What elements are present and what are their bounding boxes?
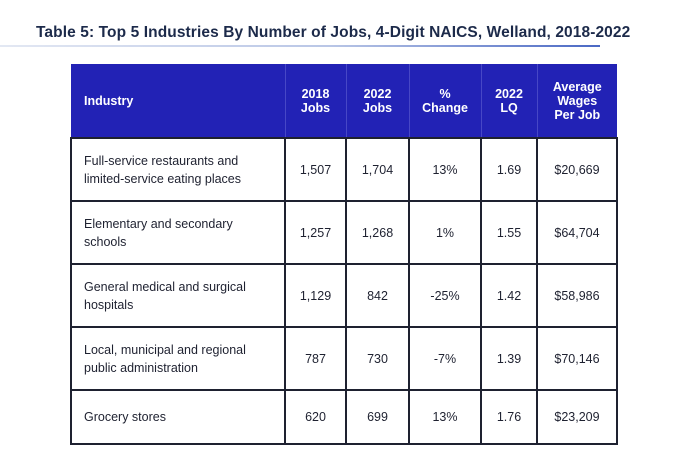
column-header-industry: Industry [71, 64, 285, 138]
avg-wages-cell: $70,146 [536, 326, 618, 391]
industry-cell: Elementary and secondary schools [70, 200, 286, 265]
avg-wages-cell: $64,704 [536, 200, 618, 265]
industry-cell: Grocery stores [70, 389, 286, 445]
pct-change-cell: 13% [408, 137, 482, 202]
lq-2022-cell: 1.69 [480, 137, 538, 202]
jobs-2018-cell: 620 [284, 389, 347, 445]
jobs-2018-cell: 1,507 [284, 137, 347, 202]
table-row: Elementary and secondary schools 1,257 1… [70, 200, 618, 265]
table-header-row: Industry 2018 Jobs 2022 Jobs % Change 20… [71, 64, 617, 138]
pct-change-cell: -25% [408, 263, 482, 328]
jobs-2022-cell: 699 [345, 389, 410, 445]
jobs-2018-cell: 1,257 [284, 200, 347, 265]
avg-wages-cell: $20,669 [536, 137, 618, 202]
pct-change-cell: 13% [408, 389, 482, 445]
jobs-2022-cell: 730 [345, 326, 410, 391]
column-header-average-wages: Average Wages Per Job [536, 64, 617, 138]
jobs-2022-cell: 1,704 [345, 137, 410, 202]
table-row: Full-service restaurants and limited-ser… [70, 137, 618, 202]
industry-cell: Local, municipal and regional public adm… [70, 326, 286, 391]
industries-table: Industry 2018 Jobs 2022 Jobs % Change 20… [70, 64, 618, 445]
column-header-2022-jobs: 2022 Jobs [345, 64, 409, 138]
avg-wages-cell: $58,986 [536, 263, 618, 328]
avg-wages-cell: $23,209 [536, 389, 618, 445]
pct-change-cell: -7% [408, 326, 482, 391]
title-underline-divider [0, 45, 600, 47]
jobs-2018-cell: 787 [284, 326, 347, 391]
lq-2022-cell: 1.76 [480, 389, 538, 445]
jobs-2022-cell: 842 [345, 263, 410, 328]
column-header-2018-jobs: 2018 Jobs [284, 64, 346, 138]
table-title: Table 5: Top 5 Industries By Number of J… [36, 24, 631, 41]
jobs-2018-cell: 1,129 [284, 263, 347, 328]
pct-change-cell: 1% [408, 200, 482, 265]
lq-2022-cell: 1.39 [480, 326, 538, 391]
lq-2022-cell: 1.42 [480, 263, 538, 328]
column-header-2022-lq: 2022 LQ [480, 64, 537, 138]
table-row: General medical and surgical hospitals 1… [70, 263, 618, 328]
table-row: Grocery stores 620 699 13% 1.76 $23,209 [70, 389, 618, 445]
industry-cell: General medical and surgical hospitals [70, 263, 286, 328]
industry-cell: Full-service restaurants and limited-ser… [70, 137, 286, 202]
table-row: Local, municipal and regional public adm… [70, 326, 618, 391]
column-header-pct-change: % Change [408, 64, 481, 138]
jobs-2022-cell: 1,268 [345, 200, 410, 265]
lq-2022-cell: 1.55 [480, 200, 538, 265]
